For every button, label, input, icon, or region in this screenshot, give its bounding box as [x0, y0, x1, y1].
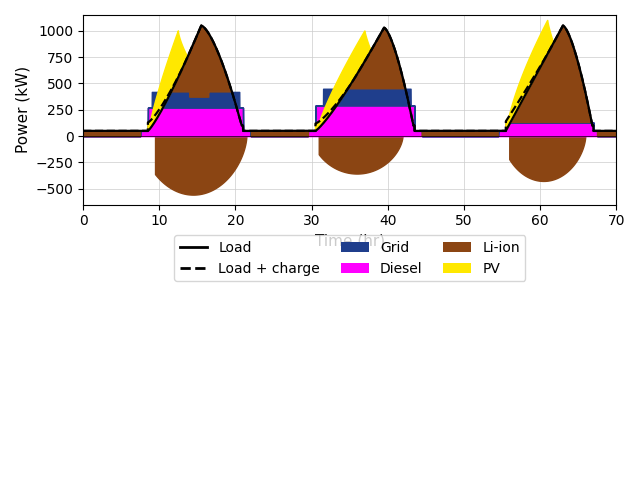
Y-axis label: Power (kW): Power (kW): [15, 66, 30, 153]
Legend: Load, Load + charge, Grid, Diesel, Li-ion, PV: Load, Load + charge, Grid, Diesel, Li-io…: [174, 235, 525, 281]
X-axis label: Time (hr): Time (hr): [315, 234, 385, 249]
